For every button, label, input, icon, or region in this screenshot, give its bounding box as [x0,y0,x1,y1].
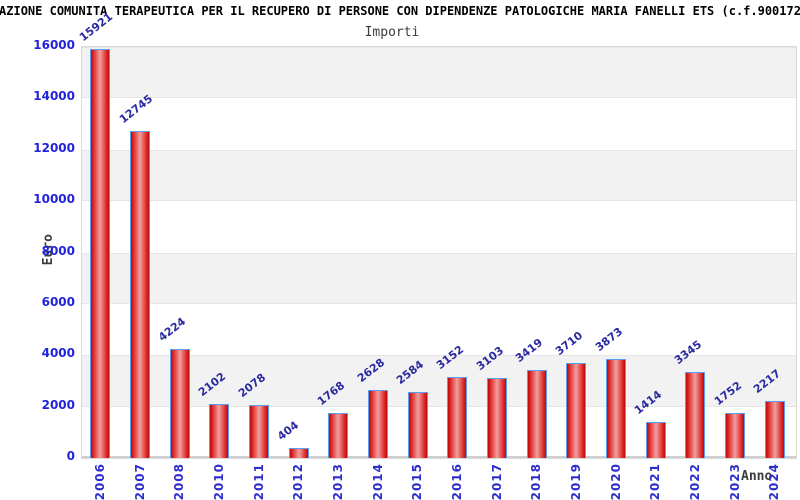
grid-band [82,201,796,252]
x-axis-tick-label: 2018 [529,463,544,500]
x-axis-tick-label: 2024 [767,463,782,500]
bar-2011 [249,404,269,458]
grid-band [82,47,796,99]
y-axis-tick-label: 8000 [41,243,75,258]
bar-2012 [288,447,309,458]
bar-2014 [368,390,388,458]
bar-2018 [526,370,547,458]
bar-2008 [169,349,190,458]
grid-band [82,98,796,149]
chart-title: CIAZIONE COMUNITA TERAPEUTICA PER IL REC… [0,4,800,18]
x-axis-tick-label: 2016 [449,463,464,500]
x-axis-tick-label: 2010 [211,463,226,500]
y-axis-tick-label: 2000 [41,397,75,412]
x-axis-title: Anno [741,469,773,484]
bar-2013 [328,412,349,458]
grid-band [82,355,796,407]
x-axis-tick-label: 2021 [648,463,663,500]
bar-2015 [407,391,428,458]
grid-band [82,149,796,202]
bar-2021 [645,421,666,458]
x-axis-tick-label: 2017 [489,463,504,500]
bar-2023 [725,412,745,458]
plot-area [81,46,797,459]
bar-2020 [606,358,626,458]
x-axis-tick-label: 2013 [330,463,345,500]
x-axis-tick-label: 2008 [172,463,187,500]
x-axis-tick-label: 2007 [132,463,147,500]
x-axis-tick-label: 2014 [370,463,385,500]
x-axis-tick-label: 2020 [608,463,623,500]
bar-2016 [447,377,468,458]
x-axis-tick-label: 2022 [687,463,702,500]
bar-2007 [130,130,150,458]
y-axis-tick-label: 4000 [41,346,75,361]
bar-2006 [90,49,111,458]
x-axis-line [82,456,796,458]
bar-2024 [764,401,785,458]
bar-2017 [487,378,507,458]
x-axis-tick-label: 2011 [251,463,266,500]
y-axis-tick-label: 12000 [33,140,75,155]
y-axis-tick-label: 0 [66,449,75,463]
y-axis-tick-label: 14000 [33,89,75,104]
grid-band [82,252,796,304]
y-axis-tick-label: 10000 [33,192,75,207]
chart-subtitle: Importi [364,25,420,40]
x-axis-tick-label: 2012 [291,463,306,500]
bar-2022 [685,372,706,458]
y-axis-tick-label: 6000 [41,294,75,309]
bar-2019 [566,362,587,458]
bar-2010 [209,404,230,458]
x-axis-tick-label: 2015 [410,463,425,500]
x-axis-tick-label: 2023 [727,463,742,500]
x-axis-tick-label: 2019 [568,463,583,500]
x-axis-tick-label: 2006 [92,463,107,500]
y-axis-tick-label: 16000 [33,38,75,52]
